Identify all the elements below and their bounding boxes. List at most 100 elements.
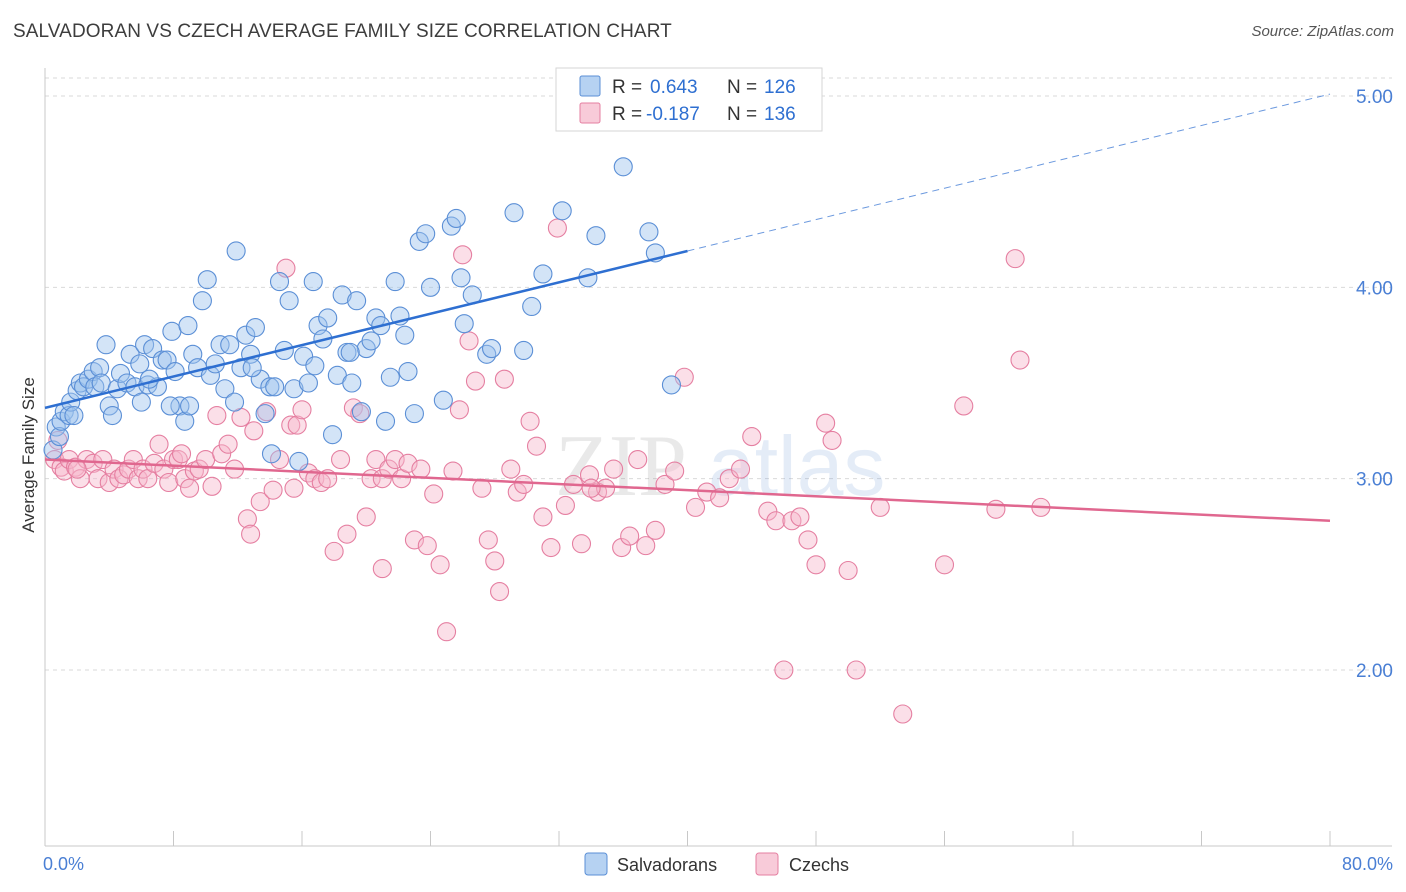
- data-point: [231, 358, 251, 378]
- legend-r-label-czechs: R =: [612, 104, 642, 125]
- data-point: [93, 449, 113, 470]
- data-point: [215, 379, 235, 399]
- data-point: [250, 492, 270, 512]
- data-point: [490, 582, 510, 602]
- data-point: [218, 434, 238, 454]
- y-tick-label: 5.00: [1356, 87, 1393, 108]
- data-point: [451, 268, 471, 288]
- data-point: [449, 400, 469, 420]
- data-point: [244, 421, 264, 441]
- data-point: [130, 354, 150, 374]
- data-point: [552, 201, 572, 221]
- data-point: [424, 484, 444, 504]
- data-point: [454, 314, 474, 334]
- data-point: [245, 317, 265, 338]
- legend-box: R = 0.643 N = 126 R = -0.187 N = 136: [555, 67, 823, 132]
- data-point: [197, 270, 217, 290]
- legend-swatch-salvadorans: [579, 75, 601, 97]
- legend-r-value-czechs: -0.187: [646, 104, 700, 125]
- data-point: [522, 296, 542, 317]
- data-point: [170, 396, 190, 416]
- data-point: [180, 478, 200, 498]
- data-point: [139, 369, 159, 389]
- legend-n-label-salvadorans: N =: [727, 77, 757, 98]
- data-point: [224, 392, 245, 412]
- y-tick-label: 2.00: [1356, 661, 1393, 682]
- legend-n-label-czechs: N =: [727, 104, 757, 125]
- data-point: [337, 524, 357, 544]
- data-point: [380, 367, 400, 387]
- data-point: [472, 478, 492, 498]
- chart-title: SALVADORAN VS CZECH AVERAGE FAMILY SIZE …: [13, 21, 672, 42]
- data-point: [404, 404, 424, 424]
- data-point: [661, 375, 681, 395]
- data-point: [465, 371, 486, 391]
- data-point: [409, 231, 429, 251]
- data-point: [210, 335, 230, 355]
- y-tick-labels: 2.00 3.00 4.00 5.00: [1356, 87, 1393, 682]
- data-point: [504, 203, 524, 223]
- data-point: [284, 379, 304, 399]
- data-point: [372, 559, 392, 579]
- y-axis-title: Average Family Size: [19, 377, 38, 533]
- data-point: [260, 377, 280, 397]
- axes: [44, 68, 1392, 847]
- legend-r-label-salvadorans: R =: [612, 77, 642, 98]
- data-point: [104, 459, 124, 479]
- data-point: [287, 415, 307, 435]
- data-point: [375, 411, 396, 431]
- data-point: [128, 469, 148, 489]
- data-point: [790, 507, 810, 527]
- data-point: [159, 472, 179, 493]
- data-point: [318, 308, 338, 328]
- data-point: [168, 449, 188, 470]
- data-point: [533, 507, 553, 527]
- data-point: [281, 415, 301, 435]
- data-point: [178, 316, 198, 336]
- data-point: [64, 405, 84, 426]
- bottom-legend-swatch-salvadorans: [584, 852, 608, 876]
- data-point: [149, 434, 169, 454]
- data-point: [411, 459, 431, 479]
- data-point: [160, 396, 180, 416]
- data-point: [157, 350, 177, 370]
- data-point: [501, 459, 521, 479]
- data-point: [514, 340, 534, 361]
- data-point: [330, 449, 351, 470]
- data-point: [478, 530, 498, 550]
- data-point: [620, 526, 640, 546]
- data-point: [294, 346, 314, 366]
- data-point: [342, 373, 362, 393]
- data-point: [90, 358, 110, 378]
- data-point: [131, 392, 151, 412]
- legend-n-value-salvadorans: 126: [764, 77, 796, 98]
- data-point: [612, 537, 632, 558]
- data-point: [385, 272, 405, 292]
- x-tick-label-min: 0.0%: [43, 854, 84, 874]
- data-point: [202, 476, 222, 496]
- x-tick-labels: 0.0% 80.0%: [43, 854, 1393, 874]
- legend-n-value-czechs: 136: [764, 104, 796, 125]
- data-point: [446, 208, 466, 229]
- bottom-legend-label-czechs: Czechs: [789, 855, 849, 875]
- data-point: [398, 453, 418, 473]
- data-point: [628, 449, 648, 470]
- x-tick-label-max: 80.0%: [1342, 854, 1393, 874]
- data-point: [96, 335, 116, 355]
- data-point: [91, 373, 111, 393]
- data-point: [263, 480, 283, 500]
- data-point: [49, 427, 70, 447]
- data-point: [269, 272, 290, 292]
- trend-line-czechs: [44, 458, 1331, 523]
- data-point: [351, 402, 371, 422]
- data-point: [636, 536, 656, 556]
- data-point: [292, 400, 312, 420]
- data-point: [255, 404, 275, 424]
- data-point: [120, 344, 140, 364]
- data-point: [430, 555, 450, 575]
- data-point: [838, 560, 858, 581]
- data-point: [613, 157, 633, 177]
- y-tick-label: 4.00: [1356, 278, 1393, 299]
- data-point: [822, 430, 842, 450]
